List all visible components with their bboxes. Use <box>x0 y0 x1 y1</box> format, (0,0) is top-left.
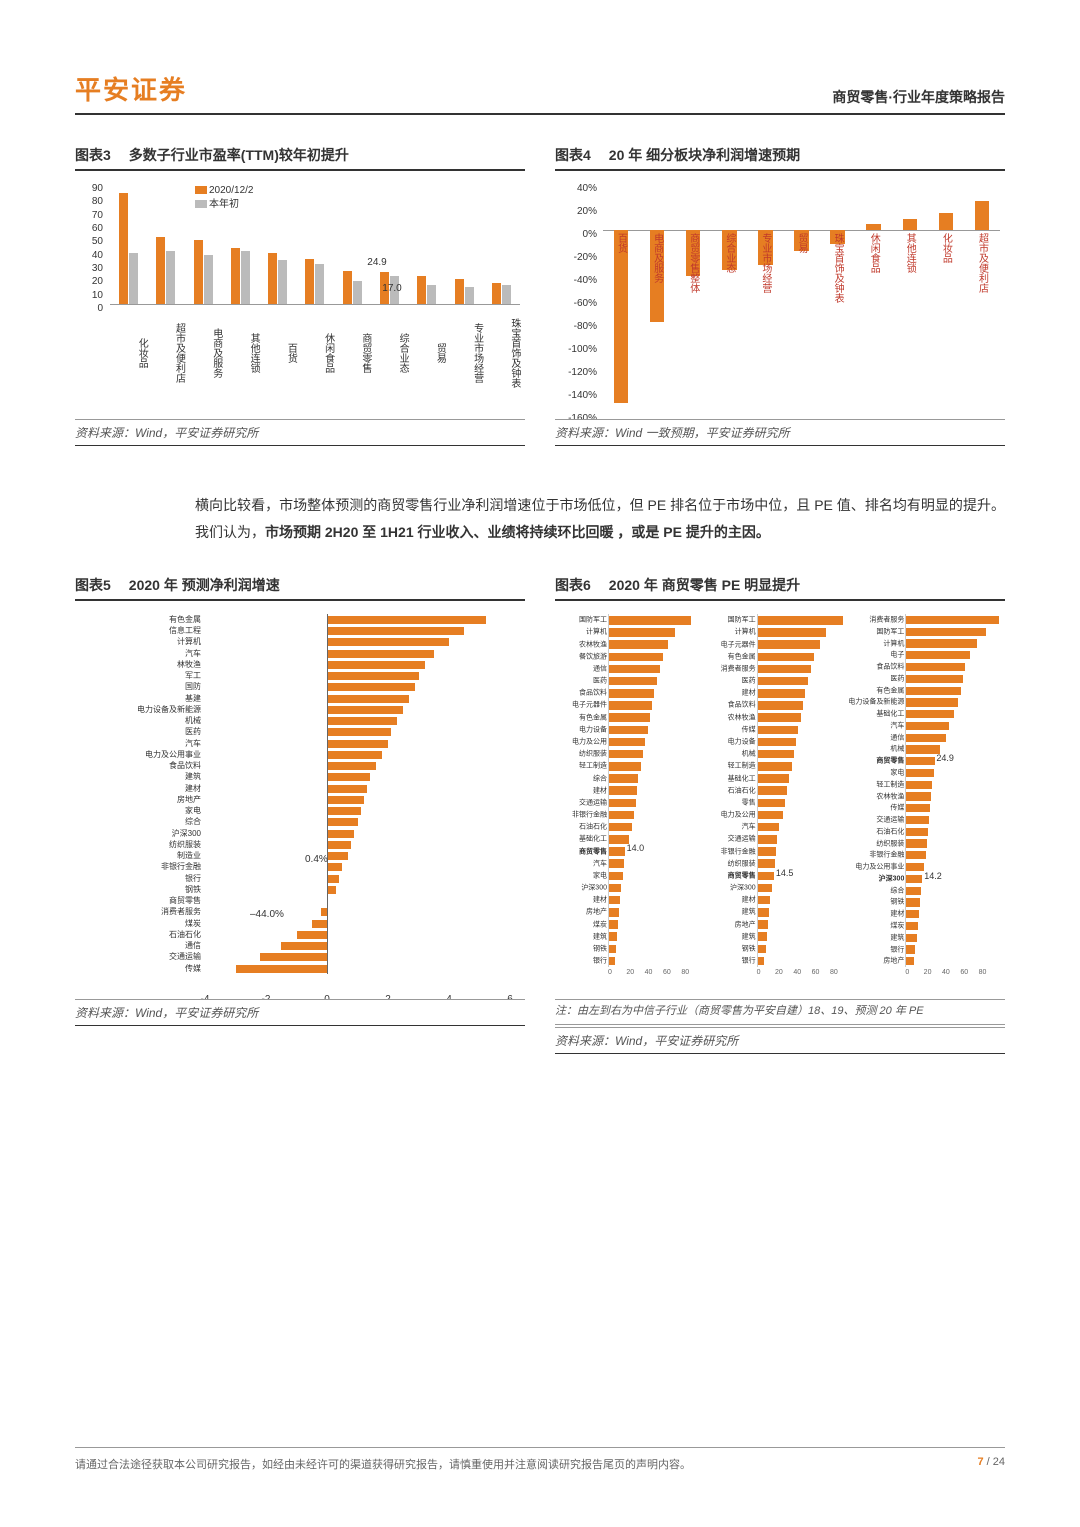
chart5-title: 2020 年 预测净利润增速 <box>129 575 280 595</box>
chart6-panels: 国防军工计算机农林牧渔餐饮旅游通信医药食品饮料电子元器件有色金属电力设备电力及公… <box>560 614 1000 979</box>
page-number: 7 / 24 <box>977 1456 1005 1472</box>
body-paragraph: 横向比较看，市场整体预测的商贸零售行业净利润增速位于市场低位，但 PE 排名位于… <box>195 492 1005 545</box>
brand-logo: 平安证券 <box>75 70 187 107</box>
chart6-note: 注：由左到右为中信子行业（商贸零售为平安自建）18、19、预测 20 年 PE <box>555 999 1005 1024</box>
chart6-num: 图表6 <box>555 575 591 595</box>
footer-disclaimer: 请通过合法途径获取本公司研究报告，如经由未经许可的渠道获得研究报告，请慎重使用并… <box>75 1456 691 1472</box>
chart6-source: 资料来源：Wind，平安证券研究所 <box>555 1027 1005 1054</box>
chart5-annotation: –44.0% <box>250 909 284 920</box>
header: 平安证券 商贸零售·行业年度策略报告 <box>75 70 1005 115</box>
chart4: 图表4 20 年 细分板块净利润增速预期 40%20%0%-20%-40%-60… <box>555 145 1005 452</box>
chart5-plot: 有色金属信息工程计算机汽车林牧渔军工国防基建电力设备及新能源机械医药汽车电力及公… <box>205 614 510 974</box>
chart4-title: 20 年 细分板块净利润增速预期 <box>609 145 800 165</box>
chart4-num: 图表4 <box>555 145 591 165</box>
chart4-source: 资料来源：Wind 一致预期，平安证券研究所 <box>555 419 1005 446</box>
chart3-annotation: 24.9 <box>367 257 386 268</box>
chart3-annotation: 17.0 <box>382 283 401 294</box>
chart3-num: 图表3 <box>75 145 111 165</box>
chart5: 图表5 2020 年 预测净利润增速 有色金属信息工程计算机汽车林牧渔军工国防基… <box>75 575 525 1059</box>
chart5-num: 图表5 <box>75 575 111 595</box>
chart3-bars <box>110 184 520 304</box>
chart5-annotation: 0.4% <box>305 854 328 865</box>
footer: 请通过合法途径获取本公司研究报告，如经由未经许可的渠道获得研究报告，请慎重使用并… <box>75 1447 1005 1472</box>
report-category: 商贸零售·行业年度策略报告 <box>832 87 1005 107</box>
chart6-title: 2020 年 商贸零售 PE 明显提升 <box>609 575 800 595</box>
chart5-source: 资料来源：Wind，平安证券研究所 <box>75 999 525 1026</box>
chart3: 图表3 多数子行业市盈率(TTM)较年初提升 01020304050607080… <box>75 145 525 452</box>
chart3-source: 资料来源：Wind，平安证券研究所 <box>75 419 525 446</box>
chart6: 图表6 2020 年 商贸零售 PE 明显提升 国防军工计算机农林牧渔餐饮旅游通… <box>555 575 1005 1059</box>
chart3-title: 多数子行业市盈率(TTM)较年初提升 <box>129 145 349 165</box>
chart3-xaxis: 化妆品超市及便利店电商及服务其他连锁百货休闲食品商贸零售综合业态贸易专业市场经营… <box>110 306 520 396</box>
chart4-bars: 百货电商及服务商贸零售整体综合业态专业市场经营贸易珠宝首饰及钟表休闲食品其他连锁… <box>603 184 1000 414</box>
